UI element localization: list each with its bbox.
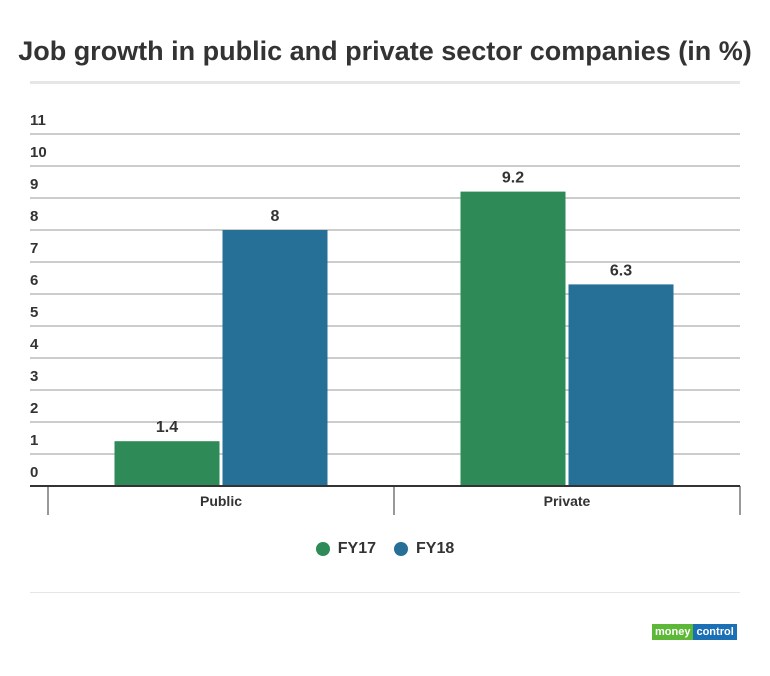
legend-item-fy18[interactable]: FY18 [394,540,454,558]
chart-title: Job growth in public and private sector … [18,36,752,66]
y-tick-label: 8 [30,208,38,225]
y-tick-label: 2 [30,400,38,417]
legend: FY17 FY18 [0,540,770,558]
y-tick-label: 10 [30,144,47,161]
bar [114,441,220,486]
legend-label: FY18 [416,540,455,557]
y-tick-label: 7 [30,240,38,257]
logo-part: control [693,624,737,640]
legend-item-fy17[interactable]: FY17 [315,540,376,558]
legend-swatch [315,542,330,556]
y-tick-label: 0 [30,464,38,481]
y-tick-label: 3 [30,368,38,385]
moneycontrol-logo: money control [652,624,737,640]
x-tick-label: Private [544,493,591,509]
data-label: 9.2 [502,170,524,187]
data-label: 1.4 [156,419,178,436]
y-tick-label: 5 [30,304,38,321]
title-divider [30,81,740,84]
data-label: 6.3 [610,262,632,279]
y-tick-label: 11 [30,112,46,129]
legend-label: FY17 [337,540,376,557]
legend-swatch [394,542,408,556]
y-tick-label: 4 [30,336,39,353]
footer-divider [30,592,740,593]
bar [460,191,566,486]
data-label: 8 [271,208,280,225]
y-tick-label: 6 [30,272,38,289]
x-tick-label: Public [200,493,242,509]
y-tick-label: 1 [30,432,38,449]
bar [222,230,328,486]
bar [568,284,674,486]
logo-part: money [652,624,694,640]
y-tick-label: 9 [30,176,38,193]
